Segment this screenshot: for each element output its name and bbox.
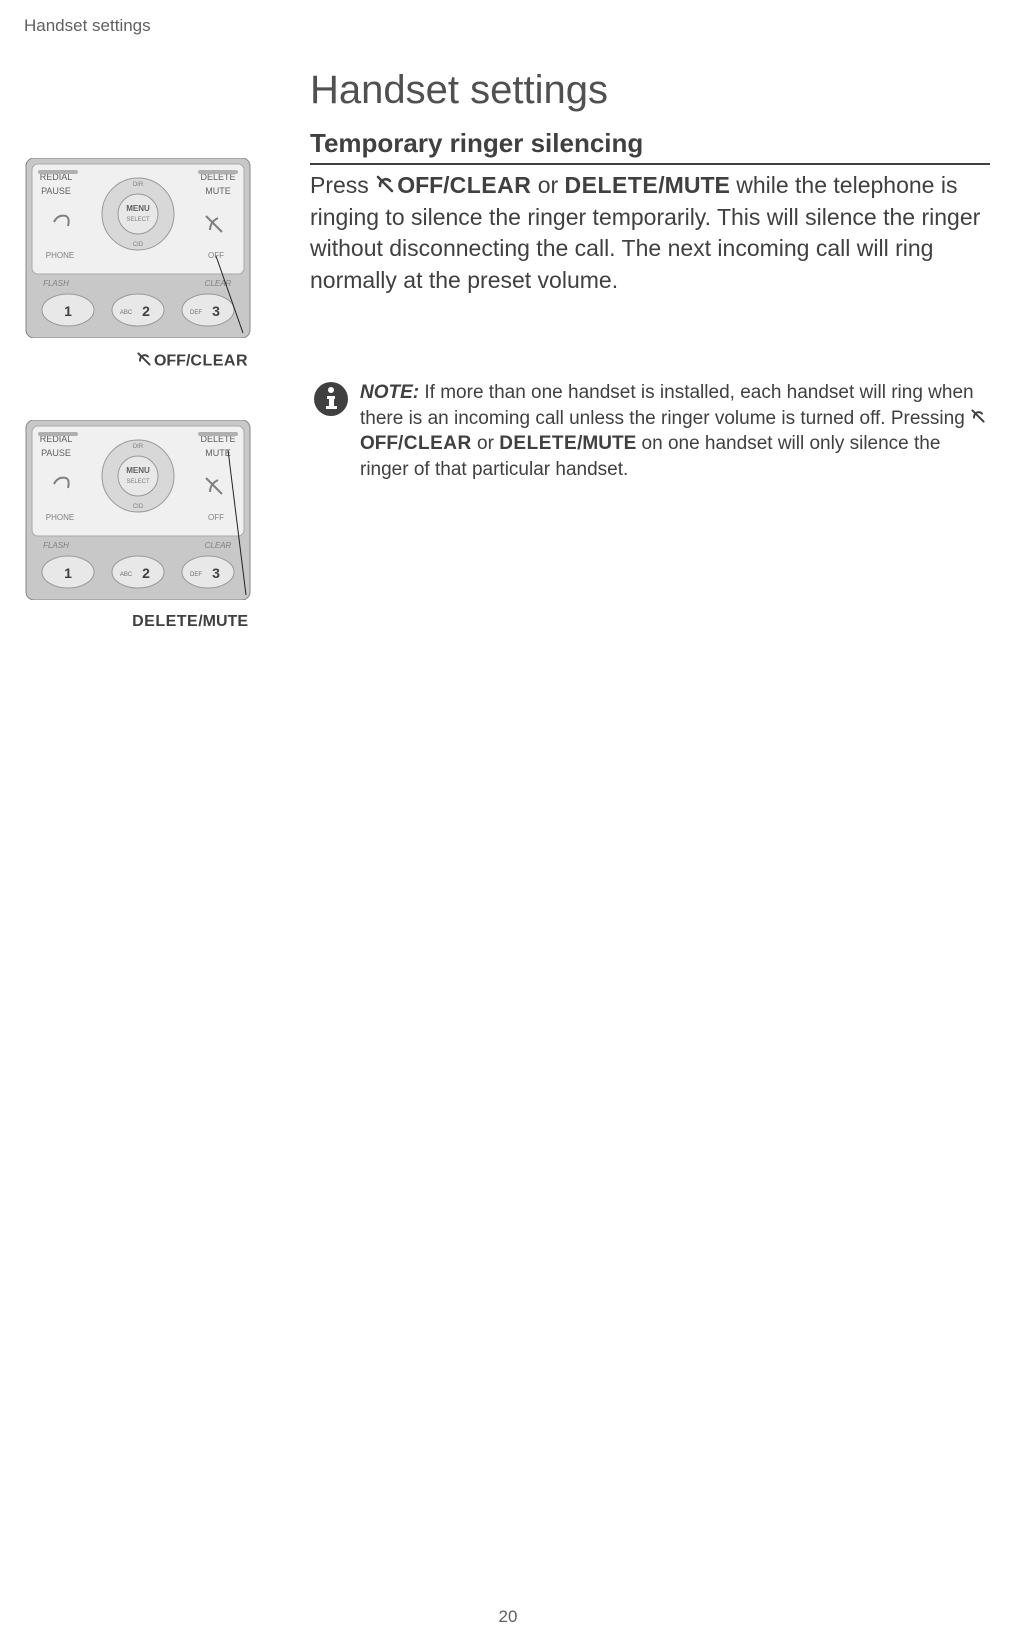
svg-text:MUTE: MUTE [205,448,231,458]
svg-text:SELECT: SELECT [126,217,150,223]
body-off: OFF/ [397,172,449,198]
svg-text:PAUSE: PAUSE [41,186,71,196]
svg-text:1: 1 [64,303,72,319]
svg-text:3: 3 [212,565,220,581]
note-delete: DELETE [499,433,577,454]
handset-figure-2: REDIAL DELETE PAUSE MUTE DIR MENU SELECT… [18,420,258,631]
svg-text:CLEAR: CLEAR [205,541,232,550]
page-number: 20 [499,1607,518,1627]
page-header: Handset settings [24,16,151,36]
handset-image-1: REDIAL DELETE PAUSE MUTE DIR MENU SELECT… [18,158,258,338]
svg-text:FLASH: FLASH [43,279,69,288]
note-or: or [472,433,499,454]
note-label: NOTE: [360,382,419,403]
fig1-clear: CLEAR [190,353,248,370]
svg-text:2: 2 [142,303,150,319]
note-mute: /MUTE [577,433,636,454]
body-paragraph: Press OFF/CLEAR or DELETE/MUTE while the… [310,170,990,296]
svg-text:CID: CID [133,242,144,248]
body-clear: CLEAR [450,172,532,198]
note-block: NOTE: If more than one handset is instal… [312,380,992,483]
svg-text:3: 3 [212,303,220,319]
svg-text:SELECT: SELECT [126,479,150,485]
phone-off-icon [136,351,152,372]
svg-text:MENU: MENU [126,204,150,213]
svg-text:1: 1 [64,565,72,581]
svg-text:ABC: ABC [120,310,133,316]
handset-figure-1: REDIAL DELETE PAUSE MUTE DIR MENU SELECT… [18,158,258,372]
svg-text:MUTE: MUTE [205,186,231,196]
svg-text:FLASH: FLASH [43,541,69,550]
svg-text:OFF: OFF [208,513,224,522]
body-or: or [531,172,564,198]
svg-text:DIR: DIR [133,444,144,450]
svg-text:DEF: DEF [190,572,202,578]
handset-image-2: REDIAL DELETE PAUSE MUTE DIR MENU SELECT… [18,420,258,600]
figure-2-caption: DELETE/MUTE [18,613,258,631]
phone-off-icon [375,171,395,202]
svg-text:MENU: MENU [126,466,150,475]
figure-1-caption: OFF/CLEAR [18,351,258,372]
svg-text:DEF: DEF [190,310,202,316]
svg-text:OFF: OFF [208,251,224,260]
body-press: Press [310,172,375,198]
note-clear: /CLEAR [398,433,472,454]
main-title: Handset settings [310,68,608,113]
info-icon [312,380,350,423]
svg-text:PHONE: PHONE [46,251,74,260]
body-delete: DELETE [565,172,659,198]
body-mute: /MUTE [658,172,730,198]
phone-off-icon [970,406,986,432]
svg-text:CID: CID [133,504,144,510]
note-off: OFF [360,433,398,454]
note-part1: If more than one handset is installed, e… [360,382,974,429]
svg-text:ABC: ABC [120,572,133,578]
fig1-off: OFF/ [154,353,190,370]
fig2-delete: DELETE [132,613,198,630]
svg-text:CLEAR: CLEAR [205,279,232,288]
svg-text:DIR: DIR [133,182,144,188]
fig2-mute: /MUTE [198,613,248,630]
svg-text:2: 2 [142,565,150,581]
section-title: Temporary ringer silencing [310,128,990,165]
svg-text:PAUSE: PAUSE [41,448,71,458]
svg-text:PHONE: PHONE [46,513,74,522]
note-text: NOTE: If more than one handset is instal… [360,380,992,483]
